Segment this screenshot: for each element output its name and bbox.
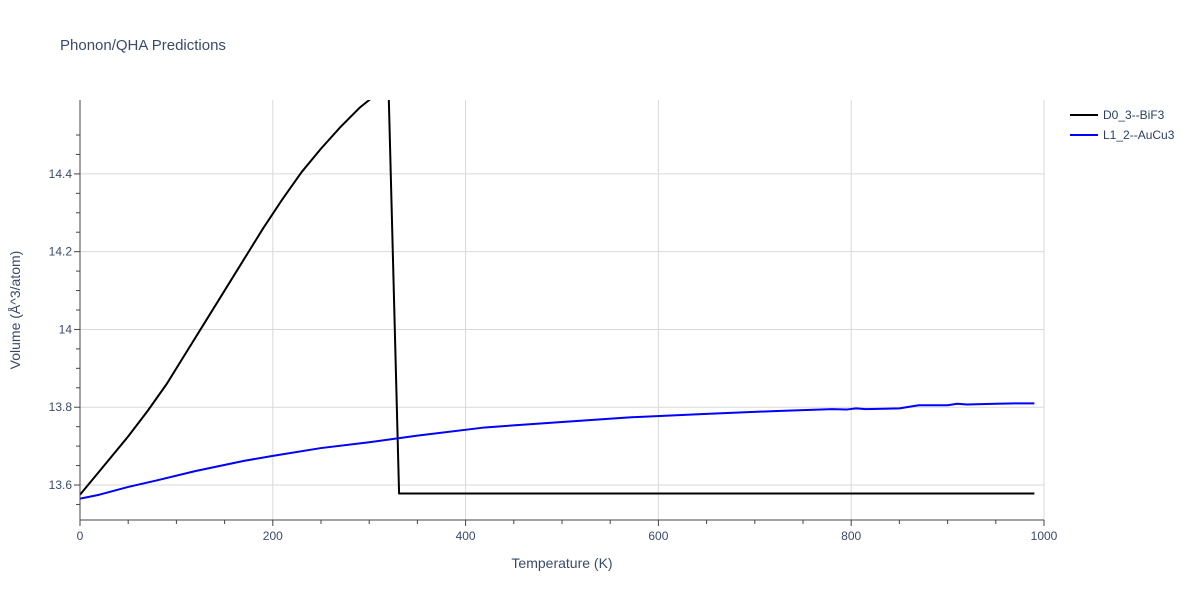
x-tick-label: 400 bbox=[456, 529, 476, 543]
legend-label[interactable]: L1_2--AuCu3 bbox=[1103, 128, 1175, 142]
y-tick-label: 13.8 bbox=[49, 400, 73, 414]
legend[interactable]: D0_3--BiF3 L1_2--AuCu3 bbox=[1070, 108, 1175, 142]
y-tick-label: 13.6 bbox=[49, 478, 73, 492]
x-tick-label: 200 bbox=[263, 529, 283, 543]
y-tick-label: 14.4 bbox=[49, 167, 73, 181]
x-tick-label: 600 bbox=[648, 529, 668, 543]
x-tick-label: 800 bbox=[841, 529, 861, 543]
series-layer bbox=[80, 86, 1035, 500]
grid-layer bbox=[80, 100, 1045, 520]
series-line-1[interactable] bbox=[80, 402, 1035, 500]
legend-label[interactable]: D0_3--BiF3 bbox=[1103, 108, 1165, 122]
y-tick-label: 14 bbox=[59, 322, 73, 336]
x-tick-label: 1000 bbox=[1031, 529, 1058, 543]
y-tick-label: 14.2 bbox=[49, 245, 73, 259]
series-line-0[interactable] bbox=[80, 86, 1035, 496]
chart-title: Phonon/QHA Predictions bbox=[60, 37, 226, 54]
y-axis-title: Volume (Å^3/atom) bbox=[7, 251, 23, 370]
axis-layer: 0 200 400 600 800 1000 13.6 13.8 14 14.2 14.4 bbox=[49, 100, 1058, 543]
x-axis-title: Temperature (K) bbox=[511, 555, 612, 571]
x-tick-label: 0 bbox=[77, 529, 84, 543]
